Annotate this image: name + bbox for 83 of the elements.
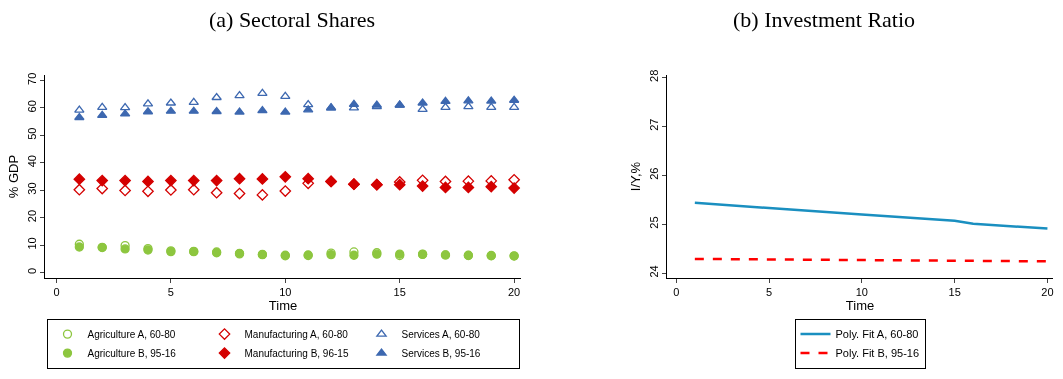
legend-label: Manufacturing A, 60-80 (244, 329, 349, 340)
point (463, 96, 474, 104)
x-axis-title: Time (845, 298, 875, 314)
point (211, 106, 222, 115)
y-tick-label: 40 (25, 155, 38, 168)
y-tick-label: 24 (647, 265, 660, 278)
y-axis-title: % GDP (5, 154, 21, 199)
point (417, 98, 428, 106)
point (439, 181, 452, 194)
point (280, 107, 291, 115)
point (234, 107, 245, 115)
x-tick-label: 0 (53, 286, 60, 299)
point (279, 185, 292, 197)
x-tick-label: 10 (279, 286, 292, 299)
y-axis-title: I/Y,% (627, 161, 643, 192)
x-tick-label: 15 (393, 286, 406, 299)
y-tick-label: 30 (25, 182, 38, 195)
point (257, 106, 268, 114)
legend-label: Manufacturing B, 96-15 (244, 348, 349, 359)
point (416, 180, 429, 192)
legend-label: Services B, 95-16 (401, 348, 481, 359)
legend-label: Services A, 60-80 (401, 329, 481, 340)
x-tick-label: 5 (766, 286, 773, 299)
x-tick-label: 5 (167, 286, 174, 299)
chart-title: (a) Sectoral Shares (208, 6, 376, 32)
point (440, 96, 451, 104)
point (210, 174, 223, 187)
legend-label: Poly. Fit A, 60-80 (835, 328, 919, 341)
point (302, 172, 315, 185)
point (485, 180, 498, 193)
point (462, 181, 475, 194)
x-tick-label: 15 (948, 286, 961, 299)
y-tick-label: 20 (25, 209, 38, 223)
point (165, 184, 177, 196)
point (73, 183, 86, 196)
x-tick-label: 10 (855, 286, 868, 299)
point (73, 173, 86, 186)
point (508, 182, 520, 194)
point (256, 189, 269, 201)
point (233, 172, 246, 185)
y-tick-label: 26 (647, 167, 660, 180)
y-tick-label: 0 (25, 267, 38, 274)
point (119, 102, 131, 111)
y-tick-label: 28 (647, 69, 660, 82)
point (96, 102, 108, 111)
point (417, 104, 428, 112)
point (188, 97, 200, 106)
point (165, 174, 177, 187)
x-tick-label: 20 (508, 286, 521, 299)
y-tick-label: 60 (25, 100, 38, 113)
point (142, 185, 154, 198)
legend-label: Agriculture B, 95-16 (87, 348, 177, 359)
point (485, 102, 497, 111)
y-tick-label: 70 (25, 72, 38, 85)
line-series (693, 201, 1049, 230)
point (234, 90, 245, 99)
y-tick-label: 50 (25, 127, 38, 140)
point (233, 187, 246, 200)
point (211, 92, 222, 101)
point (74, 105, 85, 113)
point (96, 174, 109, 187)
point (463, 101, 474, 110)
point (508, 102, 520, 111)
chart-title: (b) Investment Ratio (733, 6, 916, 32)
point (74, 112, 85, 121)
legend-label: Agriculture A, 60-80 (87, 329, 176, 340)
x-axis-title: Time (268, 298, 298, 314)
point (187, 174, 200, 187)
point (119, 174, 131, 187)
x-tick-label: 0 (673, 286, 680, 299)
point (257, 88, 268, 97)
point (279, 170, 292, 183)
point (256, 173, 269, 185)
legend-label: Poly. Fit B, 95-16 (835, 347, 920, 360)
point (280, 91, 291, 100)
y-tick-label: 10 (25, 237, 38, 250)
point (210, 186, 223, 199)
point (302, 99, 314, 108)
point (119, 184, 131, 197)
point (142, 175, 154, 188)
y-tick-label: 25 (647, 216, 660, 229)
y-tick-label: 27 (647, 118, 660, 131)
x-tick-label: 20 (1041, 286, 1054, 299)
